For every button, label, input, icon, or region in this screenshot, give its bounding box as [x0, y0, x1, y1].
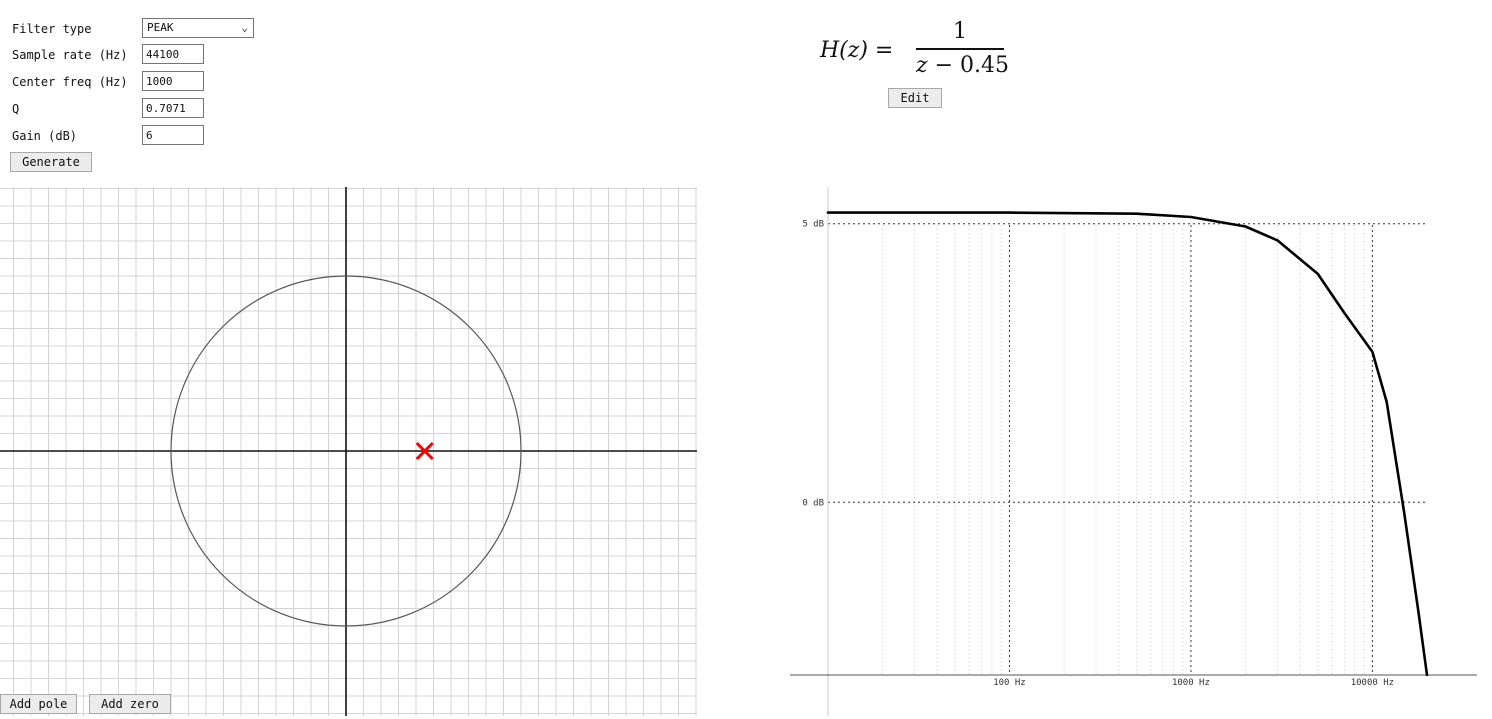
- generate-button[interactable]: Generate: [10, 152, 92, 172]
- pole-marker-stroke: [415, 441, 434, 461]
- edit-button[interactable]: Edit: [888, 88, 942, 108]
- pole-zero-canvas[interactable]: [0, 187, 697, 716]
- frequency-response-chart: 0 dB 5 dB 100 Hz 1000 Hz 10000 Hz: [785, 187, 1492, 716]
- transfer-function-numerator: 1: [953, 19, 967, 44]
- filter-type-label: Filter type: [12, 22, 92, 36]
- y-tick-label: 0 dB: [802, 498, 824, 508]
- center-freq-label: Center freq (Hz): [12, 75, 128, 89]
- filter-type-value: PEAK: [147, 21, 174, 34]
- response-curve: [826, 211, 1429, 677]
- transfer-function-lhs: H(z) =: [820, 38, 894, 63]
- x-tick-label: 1000 Hz: [1172, 678, 1210, 688]
- q-label: Q: [12, 102, 20, 116]
- x-tick-label: 10000 Hz: [1351, 678, 1394, 688]
- gain-label: Gain (dB): [12, 129, 78, 143]
- add-zero-button[interactable]: Add zero: [89, 694, 171, 714]
- y-tick-label: 5 dB: [802, 220, 824, 230]
- unit-circle: [170, 275, 522, 627]
- frequency-response-canvas: 0 dB 5 dB 100 Hz 1000 Hz 10000 Hz: [790, 187, 1477, 716]
- gain-input[interactable]: [142, 125, 204, 145]
- transfer-function-denominator: z − 0.45: [916, 52, 1009, 80]
- pole-marker[interactable]: [415, 441, 434, 461]
- fraction-bar: [916, 48, 1004, 50]
- filter-type-select[interactable]: PEAK ⌄: [142, 18, 254, 38]
- add-pole-button[interactable]: Add pole: [0, 694, 77, 714]
- chevron-down-icon: ⌄: [241, 21, 248, 34]
- sample-rate-label: Sample rate (Hz): [12, 48, 128, 62]
- x-tick-label: 100 Hz: [993, 678, 1026, 688]
- transfer-function-fraction: 1 z − 0.45: [916, 18, 1009, 80]
- q-input[interactable]: [142, 98, 204, 118]
- pole-zero-plot[interactable]: Add pole Add zero: [0, 187, 697, 716]
- denominator-constant: − 0.45: [927, 53, 1009, 78]
- center-freq-input[interactable]: [142, 71, 204, 91]
- denominator-variable: z: [916, 53, 928, 78]
- sample-rate-input[interactable]: [142, 44, 204, 64]
